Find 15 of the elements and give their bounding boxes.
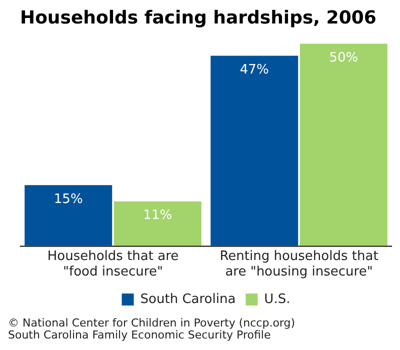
x-tick-label: Households that are "food insecure" xyxy=(47,248,179,280)
data-label: 11% xyxy=(143,208,172,224)
text: © National Center for Children in Poverty (nccp.org) xyxy=(8,316,296,330)
legend-label: U.S. xyxy=(264,292,290,307)
bar xyxy=(24,185,112,246)
data-label: 15% xyxy=(54,192,83,208)
x-tick-label: Renting households that are "housing insecure" xyxy=(220,248,378,280)
legend-label: South Carolina xyxy=(140,292,236,307)
chart-title: Households facing hardships, 2006 xyxy=(20,7,376,28)
bar xyxy=(210,56,298,246)
bar xyxy=(300,44,388,246)
bar xyxy=(114,201,202,246)
data-label: 47% xyxy=(240,62,269,78)
data-label: 50% xyxy=(329,50,358,66)
text: South Carolina Family Economic Security Profile xyxy=(8,328,271,342)
